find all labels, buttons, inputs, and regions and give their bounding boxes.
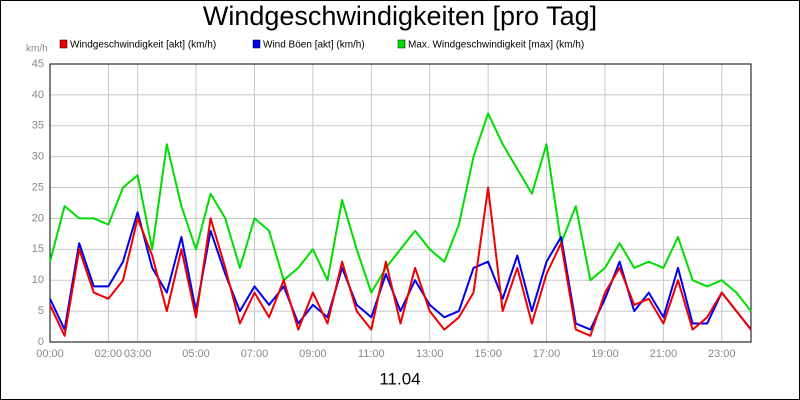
x-tick-label: 19:00 xyxy=(591,348,619,360)
y-tick-label: 35 xyxy=(32,120,44,132)
x-tick-label: 03:00 xyxy=(124,348,152,360)
x-tick-label: 02:00 xyxy=(95,348,123,360)
plot-border xyxy=(49,63,752,343)
legend-swatch xyxy=(59,39,68,49)
x-tick-label: 23:00 xyxy=(708,348,736,360)
legend-swatch xyxy=(252,39,261,49)
x-tick-label: 11:00 xyxy=(358,348,385,360)
chart-title: Windgeschwindigkeiten [pro Tag] xyxy=(203,1,597,31)
series-line xyxy=(49,186,752,337)
legend-label: Wind Böen [akt] (km/h) xyxy=(263,40,365,51)
y-axis-label: km/h xyxy=(26,44,48,55)
y-tick-label: 5 xyxy=(38,305,44,317)
legend-swatch xyxy=(397,39,406,49)
x-tick-label: 21:00 xyxy=(650,348,678,360)
y-tick-label: 15 xyxy=(32,243,44,255)
y-tick-label: 25 xyxy=(32,181,44,193)
x-tick-label: 07:00 xyxy=(241,348,269,360)
x-tick-label: 17:00 xyxy=(533,348,561,360)
x-tick-label: 15:00 xyxy=(474,348,502,360)
series-line xyxy=(49,211,752,331)
y-tick-label: 10 xyxy=(32,274,44,286)
x-tick-label: 13:00 xyxy=(416,348,444,360)
y-tick-label: 45 xyxy=(32,58,44,70)
series-line xyxy=(49,112,752,312)
y-tick-label: 30 xyxy=(32,151,44,163)
y-tick-label: 40 xyxy=(32,89,44,101)
y-tick-label: 20 xyxy=(32,212,44,224)
x-tick-label: 00:00 xyxy=(36,348,64,360)
x-axis-label: 11.04 xyxy=(379,369,420,388)
legend-label: Windgeschwindigkeit [akt] (km/h) xyxy=(70,40,216,51)
x-tick-label: 09:00 xyxy=(299,348,327,360)
x-tick-label: 05:00 xyxy=(182,348,210,360)
y-tick-label: 0 xyxy=(38,336,44,348)
legend-label: Max. Windgeschwindigkeit [max] (km/h) xyxy=(408,40,584,51)
